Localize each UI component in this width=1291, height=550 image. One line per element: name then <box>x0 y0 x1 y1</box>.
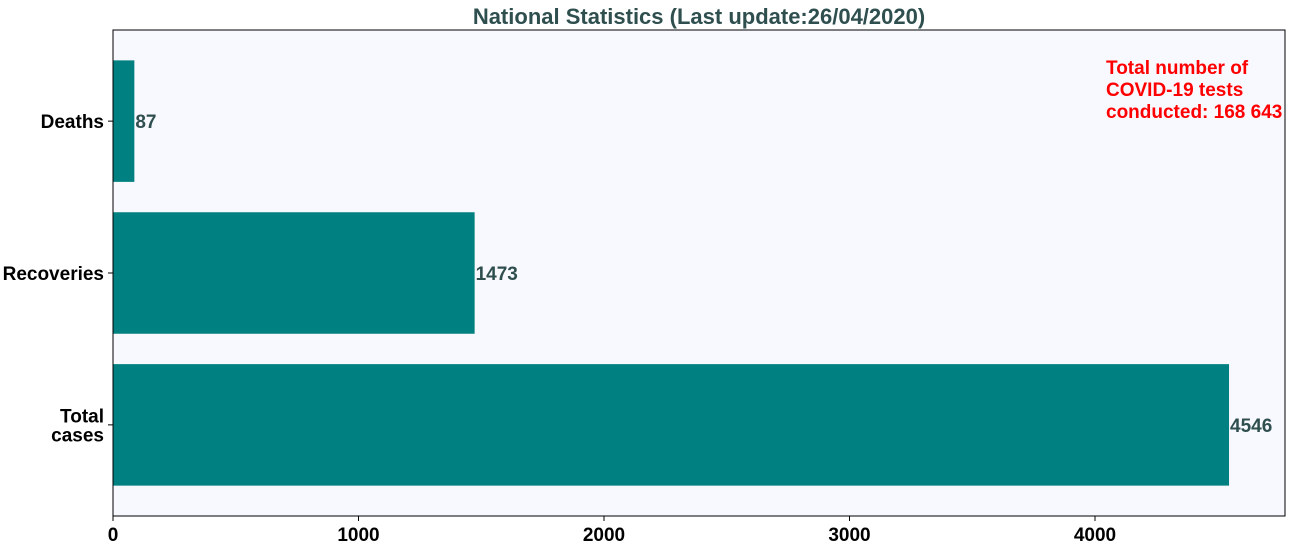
x-tick-label: 1000 <box>337 525 379 546</box>
annotation-line: Total number of <box>1106 58 1249 79</box>
bar-total-cases <box>113 364 1230 486</box>
bars-layer <box>113 60 1230 486</box>
annotation-line: COVID-19 tests <box>1106 80 1243 101</box>
bar-recoveries <box>113 212 475 334</box>
data-label: 1473 <box>476 264 518 285</box>
annotation-line: conducted: 168 643 <box>1106 102 1282 123</box>
data-label: 87 <box>135 112 156 133</box>
chart-title: National Statistics (Last update:26/04/2… <box>473 4 925 29</box>
data-label: 4546 <box>1230 416 1272 437</box>
x-tick-label: 2000 <box>583 525 625 546</box>
y-tick-label: Recoveries <box>3 264 104 285</box>
y-tick-label: Deaths <box>41 112 104 133</box>
y-tick-label: Total cases <box>51 406 104 446</box>
x-tick-label: 4000 <box>1074 525 1116 546</box>
x-tick-label: 3000 <box>828 525 870 546</box>
plot-frame <box>112 29 1286 517</box>
bar-deaths <box>113 60 135 182</box>
ticks-layer <box>108 120 1096 521</box>
labels-layer: 4546 Total cases 1473 Recoveries 87 Deaths 0 100… <box>3 112 1273 546</box>
x-tick-label: 0 <box>108 525 119 546</box>
